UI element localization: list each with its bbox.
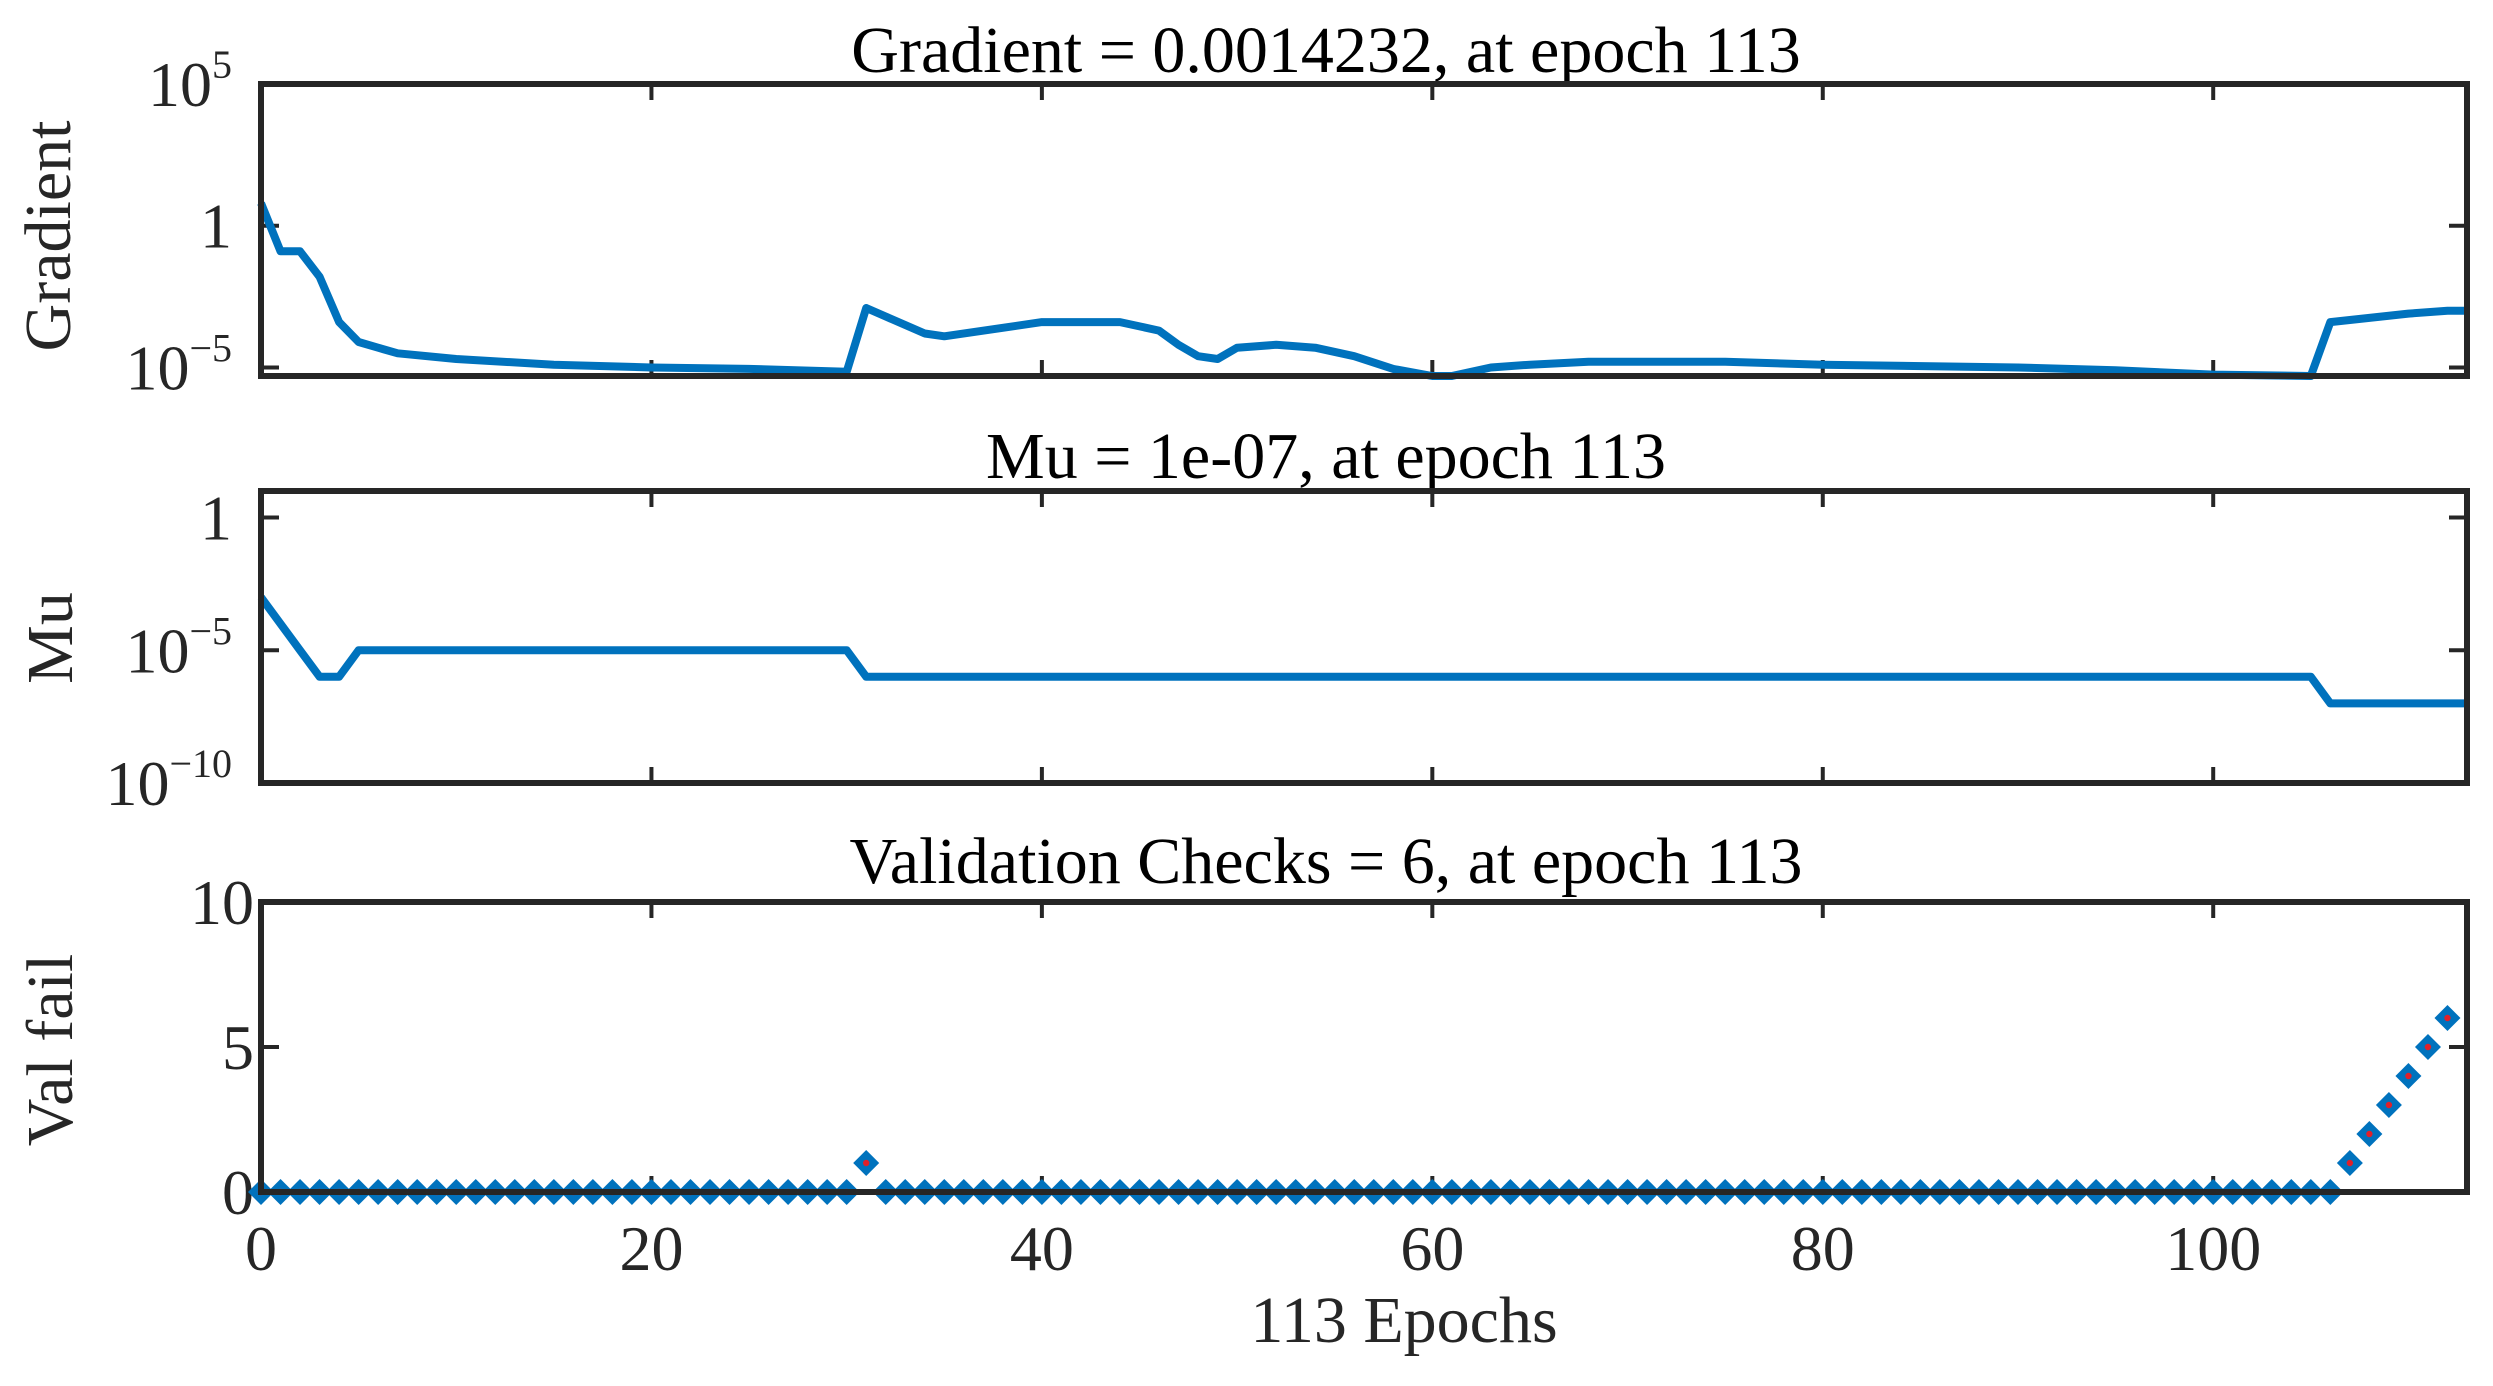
val-fail-title: Validation Checks = 6, at epoch 113 — [849, 825, 1802, 898]
mu-title: Mu = 1e-07, at epoch 113 — [986, 420, 1666, 493]
val-fail-point — [2336, 1150, 2363, 1176]
x-tick-label: 80 — [1791, 1213, 1855, 1284]
gradient-x-ticks — [259, 84, 2216, 376]
val-fail-point — [2395, 1063, 2422, 1089]
gradient-y-label: Gradient — [12, 121, 85, 352]
gradient-panel: Gradient = 0.0014232, at epoch 113 Gradi… — [12, 14, 2470, 403]
val-fail-point — [2356, 1121, 2383, 1147]
val-fail-panel: Validation Checks = 6, at epoch 113 Val … — [14, 825, 2470, 1357]
val-fail-y-label: Val fail — [14, 954, 87, 1146]
val-fail-marker-center — [2405, 1072, 2412, 1080]
val-fail-x-ticks: 0 20 40 60 80 100 — [245, 902, 2261, 1284]
mu-series-line — [257, 594, 2467, 708]
x-tick-label: 20 — [619, 1213, 683, 1284]
val-fail-marker-center — [2385, 1101, 2393, 1109]
gradient-title: Gradient = 0.0014232, at epoch 113 — [851, 14, 1800, 87]
val-fail-marker-center — [2444, 1014, 2451, 1022]
x-tick-label: 0 — [245, 1213, 277, 1284]
val-fail-marker-center — [862, 1159, 870, 1167]
val-fail-point — [853, 1150, 880, 1176]
y-tick-label: 10 — [190, 867, 254, 938]
val-fail-point — [2434, 1005, 2461, 1031]
val-fail-axes-frame — [258, 899, 2470, 1195]
val-fail-marker-center — [2346, 1159, 2354, 1167]
gradient-axes-frame — [258, 81, 2470, 379]
mu-axes-frame — [258, 488, 2470, 786]
mu-x-ticks — [259, 491, 2216, 783]
val-fail-markers — [248, 1005, 2461, 1205]
val-fail-point — [2375, 1092, 2402, 1118]
gradient-y-ticks: 105 1 10−5 — [125, 42, 2467, 403]
val-fail-point — [2414, 1034, 2441, 1060]
y-tick-label: 10−5 — [125, 325, 232, 403]
x-tick-label: 100 — [2165, 1213, 2261, 1284]
y-tick-label: 105 — [148, 42, 232, 120]
x-axis-label: 113 Epochs — [1250, 1284, 1557, 1357]
y-tick-label: 10−5 — [125, 608, 232, 686]
mu-panel: Mu = 1e-07, at epoch 113 Mu 1 10−5 10−10 — [14, 420, 2470, 819]
gradient-series-line — [257, 201, 2467, 380]
x-tick-label: 60 — [1400, 1213, 1464, 1284]
mu-y-label: Mu — [14, 592, 87, 684]
val-fail-marker-center — [2424, 1043, 2432, 1051]
x-tick-label: 40 — [1010, 1213, 1074, 1284]
val-fail-marker-center — [2366, 1130, 2373, 1138]
y-tick-label: 1 — [200, 483, 232, 554]
y-tick-label: 10−10 — [105, 741, 232, 819]
y-tick-label: 1 — [200, 191, 232, 262]
y-tick-label: 5 — [222, 1012, 254, 1083]
